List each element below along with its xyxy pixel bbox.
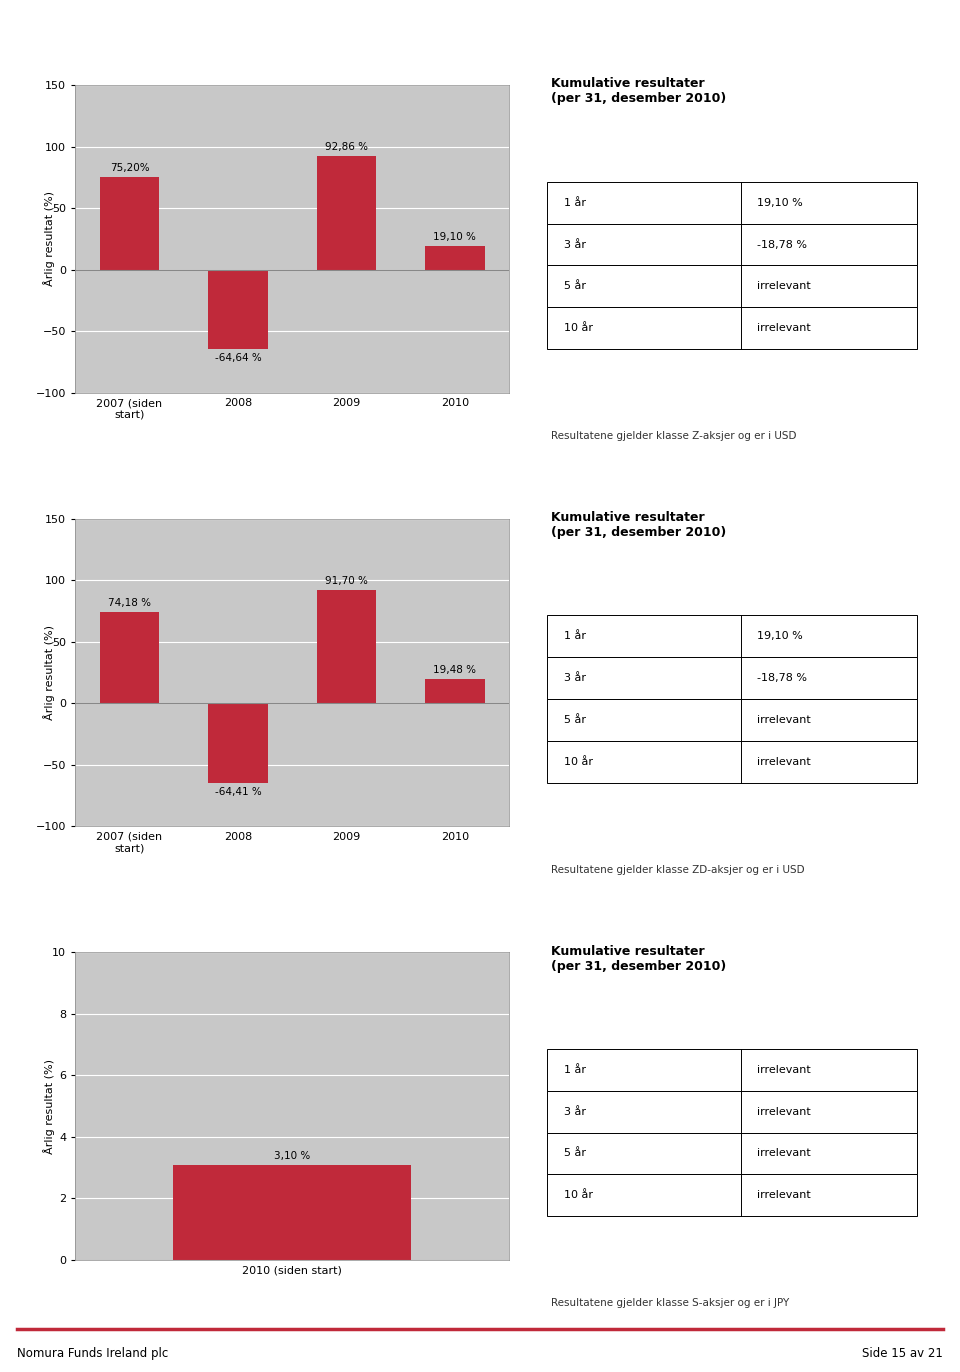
Text: Nomura Funds Ireland – India Equity Fund Klasse Z USD-aksjer: Nomura Funds Ireland – India Equity Fund…: [246, 41, 714, 55]
Text: 5 år: 5 år: [564, 281, 586, 291]
Text: 3 år: 3 år: [564, 240, 586, 250]
FancyBboxPatch shape: [547, 307, 918, 348]
Text: 92,86 %: 92,86 %: [324, 141, 368, 151]
Text: 10 år: 10 år: [564, 324, 592, 333]
Text: irrelevant: irrelevant: [757, 324, 811, 333]
FancyBboxPatch shape: [547, 741, 918, 782]
Text: Årlig resultat (%): Årlig resultat (%): [43, 626, 55, 720]
Text: 19,10 %: 19,10 %: [433, 232, 476, 243]
Text: irrelevant: irrelevant: [757, 1191, 811, 1200]
Text: 1 år: 1 år: [564, 631, 586, 641]
Bar: [317, 590, 376, 704]
Text: Årlig resultat (%): Årlig resultat (%): [43, 1059, 55, 1154]
Bar: [173, 1165, 412, 1259]
Text: irrelevant: irrelevant: [757, 281, 811, 291]
Text: irrelevant: irrelevant: [757, 1148, 811, 1158]
Text: 19,10 %: 19,10 %: [757, 198, 804, 207]
Text: Kumulative resultater
(per 31, desember 2010): Kumulative resultater (per 31, desember …: [551, 77, 727, 106]
Text: 75,20%: 75,20%: [109, 163, 150, 173]
Text: Side 15 av 21: Side 15 av 21: [862, 1347, 943, 1360]
Text: -18,78 %: -18,78 %: [757, 240, 807, 250]
FancyBboxPatch shape: [547, 182, 918, 224]
Bar: [208, 704, 268, 782]
Text: Årlig resultat (%): Årlig resultat (%): [43, 192, 55, 287]
FancyBboxPatch shape: [547, 700, 918, 741]
Text: 19,48 %: 19,48 %: [433, 665, 476, 675]
Text: 74,18 %: 74,18 %: [108, 598, 151, 608]
Text: irrelevant: irrelevant: [757, 715, 811, 724]
FancyBboxPatch shape: [547, 657, 918, 700]
Bar: [425, 246, 485, 270]
FancyBboxPatch shape: [547, 1091, 918, 1133]
Text: 10 år: 10 år: [564, 1191, 592, 1200]
FancyBboxPatch shape: [547, 224, 918, 266]
FancyBboxPatch shape: [547, 616, 918, 657]
Text: -64,41 %: -64,41 %: [215, 786, 261, 797]
Text: Kumulative resultater
(per 31, desember 2010): Kumulative resultater (per 31, desember …: [551, 944, 727, 973]
Text: Kumulative resultater
(per 31, desember 2010): Kumulative resultater (per 31, desember …: [551, 510, 727, 539]
Text: 3 år: 3 år: [564, 674, 586, 683]
Text: irrelevant: irrelevant: [757, 757, 811, 767]
Text: Nomura Funds Ireland – India Equity Fund Klasse ZD USD-aksjer: Nomura Funds Ireland – India Equity Fund…: [240, 475, 720, 488]
Bar: [317, 155, 376, 270]
FancyBboxPatch shape: [547, 1050, 918, 1091]
Text: 3 år: 3 år: [564, 1107, 586, 1117]
Text: irrelevant: irrelevant: [757, 1107, 811, 1117]
Text: -64,64 %: -64,64 %: [215, 353, 261, 364]
FancyBboxPatch shape: [547, 1133, 918, 1174]
Text: Nomura Funds Ireland plc: Nomura Funds Ireland plc: [17, 1347, 169, 1360]
Text: 5 år: 5 år: [564, 1148, 586, 1158]
Text: 5 år: 5 år: [564, 715, 586, 724]
Text: 19,10 %: 19,10 %: [757, 631, 804, 641]
FancyBboxPatch shape: [547, 1174, 918, 1216]
Bar: [100, 612, 159, 704]
Text: 1 år: 1 år: [564, 198, 586, 207]
FancyBboxPatch shape: [547, 266, 918, 307]
Text: 1 år: 1 år: [564, 1065, 586, 1074]
Text: 3,10 %: 3,10 %: [274, 1151, 310, 1161]
Text: 10 år: 10 år: [564, 757, 592, 767]
Bar: [425, 679, 485, 704]
Text: Resultatene gjelder klasse ZD-aksjer og er i USD: Resultatene gjelder klasse ZD-aksjer og …: [551, 864, 804, 875]
Text: Resultatene gjelder klasse S-aksjer og er i JPY: Resultatene gjelder klasse S-aksjer og e…: [551, 1298, 789, 1309]
Text: irrelevant: irrelevant: [757, 1065, 811, 1074]
Bar: [100, 177, 159, 270]
Text: 91,70 %: 91,70 %: [324, 576, 368, 586]
Text: -18,78 %: -18,78 %: [757, 674, 807, 683]
Text: Resultatene gjelder klasse Z-aksjer og er i USD: Resultatene gjelder klasse Z-aksjer og e…: [551, 431, 797, 442]
Bar: [208, 270, 268, 350]
Text: Nomura Funds Ireland – India Equity Fund Klasse S JPY-aksjer: Nomura Funds Ireland – India Equity Fund…: [251, 908, 709, 922]
